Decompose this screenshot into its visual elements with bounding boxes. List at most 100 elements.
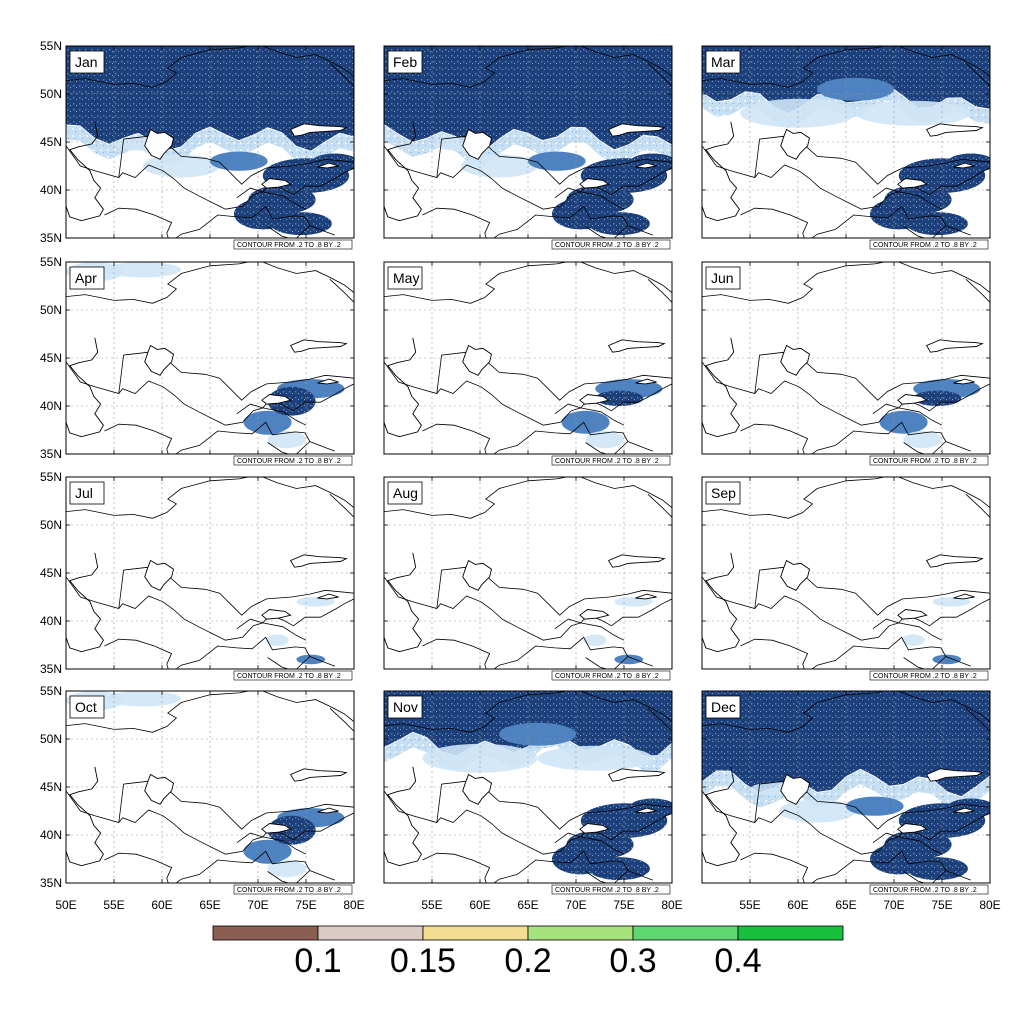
snow-patch xyxy=(588,857,650,881)
lon-tick-label: 65E xyxy=(517,898,538,912)
graticule xyxy=(384,477,672,669)
contour-info-label: CONTOUR FROM .2 TO .8 BY .2 xyxy=(555,673,659,680)
lat-tick-label: 55N xyxy=(40,470,62,484)
contour-info-box xyxy=(869,239,989,250)
lat-tick-label: 40N xyxy=(40,183,62,197)
month-label: Jun xyxy=(711,270,734,286)
lat-tick-label: 40N xyxy=(40,399,62,413)
colorbar-label: 0.4 xyxy=(714,942,761,980)
lat-tick-label: 45N xyxy=(40,780,62,794)
snow-patch xyxy=(946,153,990,173)
month-label: Mar xyxy=(711,54,735,70)
snow-band-north xyxy=(702,691,990,797)
month-label-box xyxy=(69,50,105,74)
lon-tick-label: 65E xyxy=(199,898,220,912)
contour-info-label: CONTOUR FROM .2 TO .8 BY .2 xyxy=(873,458,977,465)
month-label-box xyxy=(705,266,741,290)
contour-info-label: CONTOUR FROM .2 TO .8 BY .2 xyxy=(873,242,977,249)
map-panel-jul: Jul CONTOUR FROM .2 TO .8 BY .2 xyxy=(65,476,355,681)
coastlines-borders xyxy=(66,477,354,669)
contour-info-box xyxy=(233,884,353,895)
contour-info-box xyxy=(869,670,989,681)
snow-band-north xyxy=(66,46,354,151)
snow-patch xyxy=(932,597,971,607)
contour-info-label: CONTOUR FROM .2 TO .8 BY .2 xyxy=(555,458,659,465)
snow-band-edge xyxy=(384,125,672,166)
map-panel-apr: Apr CONTOUR FROM .2 TO .8 BY .2 xyxy=(65,261,355,466)
snow-patch xyxy=(104,262,182,278)
snow-patch xyxy=(846,796,904,816)
colorbar-swatch xyxy=(317,925,424,941)
snow-patch xyxy=(903,431,942,449)
lat-tick-label: 55N xyxy=(40,684,62,698)
colorbar-swatch xyxy=(422,925,529,941)
snow-patch xyxy=(104,691,182,707)
snow-patch xyxy=(906,857,968,881)
coastlines-borders xyxy=(66,262,354,454)
colorbar-swatch xyxy=(632,925,739,941)
lon-tick-label: 65E xyxy=(835,898,856,912)
coastlines-borders xyxy=(384,262,672,454)
contour-info-box xyxy=(233,670,353,681)
graticule xyxy=(702,477,990,669)
lat-tick-label: 50N xyxy=(40,303,62,317)
lat-tick-label: 50N xyxy=(40,732,62,746)
snow-patch xyxy=(932,654,962,665)
snow-patch xyxy=(585,431,624,449)
lon-tick-label: 70E xyxy=(247,898,268,912)
snow-patch xyxy=(946,798,990,818)
lat-tick-label: 50N xyxy=(40,518,62,532)
snow-patch xyxy=(528,151,586,171)
map-axes: 55N 50N 45N 40N 35N 55N 50N 45N 40N 35N 55N 50N 45N 4… xyxy=(40,39,1001,912)
graticule xyxy=(66,691,354,883)
snow-patch xyxy=(460,154,538,178)
lat-tick-label: 55N xyxy=(40,255,62,269)
lat-tick-label: 45N xyxy=(40,135,62,149)
coastlines-borders xyxy=(702,262,990,454)
lon-tick-label: 70E xyxy=(565,898,586,912)
contour-info-label: CONTOUR FROM .2 TO .8 BY .2 xyxy=(237,242,341,249)
lon-tick-label: 55E xyxy=(103,898,124,912)
graticule xyxy=(384,262,672,454)
snow-patch xyxy=(537,745,653,771)
lon-tick-label: 75E xyxy=(931,898,952,912)
snow-band-edge xyxy=(66,125,354,166)
snow-patch xyxy=(855,100,971,126)
month-label-box xyxy=(705,481,741,505)
snow-patch xyxy=(778,799,856,823)
map-panel-aug: Aug CONTOUR FROM .2 TO .8 BY .2 xyxy=(383,476,673,681)
month-label-box xyxy=(387,695,423,719)
colorbar-label: 0.15 xyxy=(390,942,456,980)
contour-info-box xyxy=(869,884,989,895)
contour-info-label: CONTOUR FROM .2 TO .8 BY .2 xyxy=(873,887,977,894)
snow-patch xyxy=(583,634,607,646)
contour-info-label: CONTOUR FROM .2 TO .8 BY .2 xyxy=(873,673,977,680)
contour-info-label: CONTOUR FROM .2 TO .8 BY .2 xyxy=(555,887,659,894)
month-label-box xyxy=(69,695,105,719)
coastlines-borders xyxy=(702,46,990,238)
lat-tick-label: 35N xyxy=(40,662,62,676)
map-panel-jan: Jan CONTOUR FROM .2 TO .8 BY .2 xyxy=(65,45,355,250)
lat-tick-label: 50N xyxy=(40,87,62,101)
map-panel-nov: Nov CONTOUR FROM .2 TO .8 BY .2 xyxy=(383,690,673,895)
lon-tick-label: 80E xyxy=(661,898,682,912)
lon-tick-label: 50E xyxy=(55,898,76,912)
map-panel-mar: Mar CONTOUR FROM .2 TO .8 BY .2 xyxy=(701,45,991,250)
lat-tick-label: 45N xyxy=(40,351,62,365)
map-panel-may: May CONTOUR FROM .2 TO .8 BY .2 xyxy=(383,261,673,466)
colorbar-label: 0.3 xyxy=(609,942,656,980)
snow-patch xyxy=(296,597,335,607)
snow-patch xyxy=(740,98,856,128)
colorbar-swatch xyxy=(737,925,844,941)
snow-cover-field xyxy=(879,379,981,449)
contour-info-box xyxy=(233,455,353,466)
colorbar-label: 0.2 xyxy=(504,942,551,980)
month-label-box xyxy=(387,266,423,290)
lon-tick-label: 75E xyxy=(613,898,634,912)
month-label: Oct xyxy=(75,699,97,715)
snow-patch xyxy=(267,431,306,449)
month-label-box xyxy=(69,481,105,505)
coastlines-borders xyxy=(384,691,672,883)
lon-tick-label: 75E xyxy=(295,898,316,912)
